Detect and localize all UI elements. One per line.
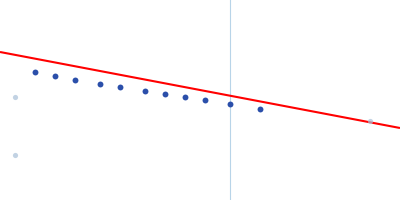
Point [72,78,78,82]
Point [12,95,18,99]
Point [182,95,188,99]
Point [32,70,38,74]
Point [202,98,208,102]
Point [162,92,168,96]
Point [227,102,233,106]
Point [367,119,373,123]
Point [52,74,58,78]
Point [97,82,103,86]
Point [117,85,123,89]
Point [257,107,263,111]
Point [12,153,18,157]
Point [142,89,148,93]
